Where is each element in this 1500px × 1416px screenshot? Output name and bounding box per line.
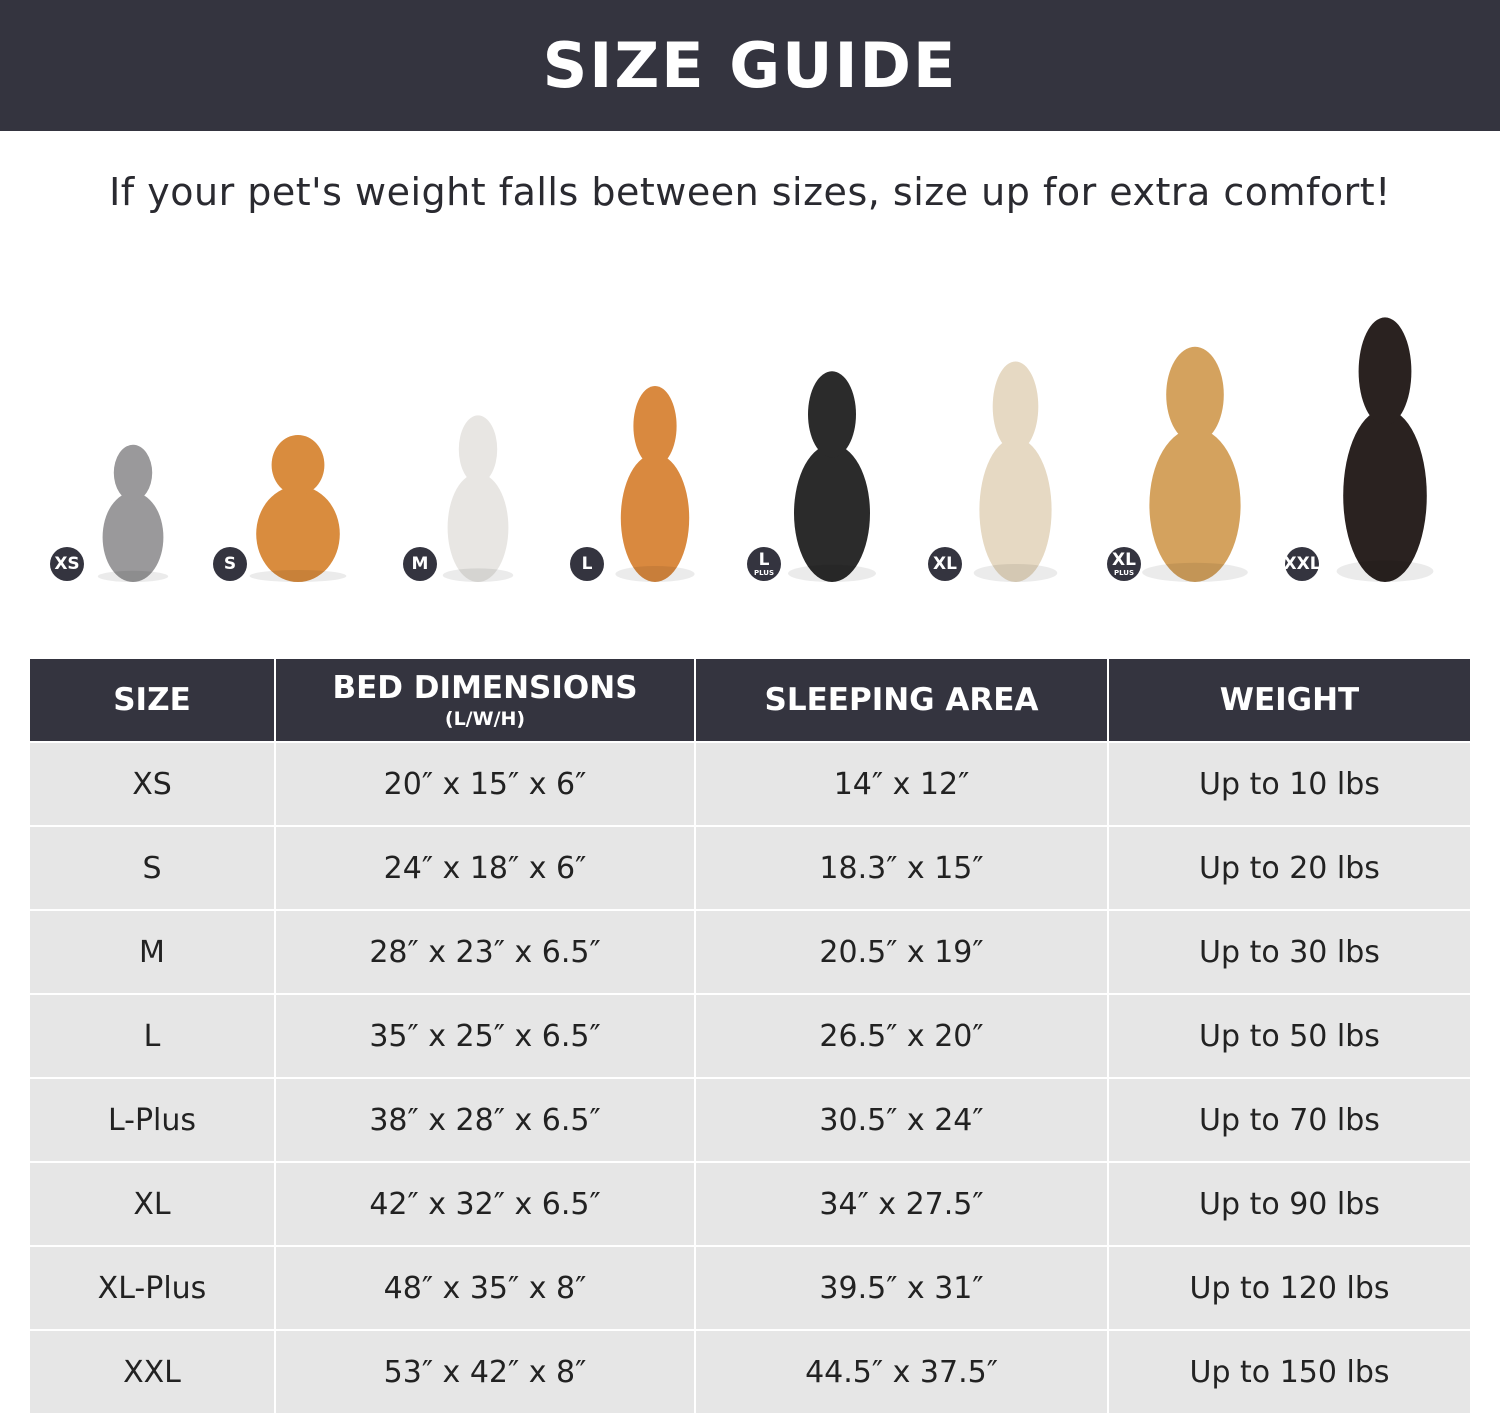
table-cell: XL xyxy=(30,1161,276,1246)
size-badge: XL xyxy=(928,547,962,581)
table-cell: 24″ x 18″ x 6″ xyxy=(275,825,696,910)
table-cell: 30.5″ x 24″ xyxy=(695,1077,1109,1162)
size-badge-label: XS xyxy=(54,553,80,574)
table-cell: Up to 10 lbs xyxy=(1108,741,1470,826)
table-cell: XL-Plus xyxy=(30,1245,276,1330)
size-badge-label: XL xyxy=(933,553,957,574)
table-cell: 53″ x 42″ x 8″ xyxy=(275,1329,696,1413)
table-cell: 20″ x 15″ x 6″ xyxy=(275,741,696,826)
title-banner: SIZE GUIDE xyxy=(0,0,1500,131)
table-cell: Up to 20 lbs xyxy=(1108,825,1470,910)
pet-image-french-bulldog xyxy=(438,412,518,582)
size-badge: L PLUS xyxy=(747,547,781,581)
size-badge: XXL xyxy=(1283,547,1321,581)
table-cell: M xyxy=(30,909,276,994)
page-title: SIZE GUIDE xyxy=(542,29,958,102)
table-cell: XS xyxy=(30,741,276,826)
table-row: S 24″ x 18″ x 6″ 18.3″ x 15″ Up to 20 lbs xyxy=(30,825,1470,910)
pet-image-doberman xyxy=(1330,312,1440,582)
column-header: BED DIMENSIONS (L/W/H) xyxy=(275,659,696,742)
table-cell: S xyxy=(30,825,276,910)
column-header-label: SLEEPING AREA xyxy=(764,682,1039,718)
size-badge-label: L xyxy=(581,553,593,574)
size-badge-sub: PLUS xyxy=(753,568,775,577)
table-cell: 48″ x 35″ x 8″ xyxy=(275,1245,696,1330)
table-cell: 42″ x 32″ x 6.5″ xyxy=(275,1161,696,1246)
size-badge-label: S xyxy=(223,553,237,574)
size-badge: M xyxy=(403,547,437,581)
pet-image-golden-retriever xyxy=(1135,342,1255,582)
table-row: XL 42″ x 32″ x 6.5″ 34″ x 27.5″ Up to 90 lb… xyxy=(30,1161,1470,1246)
table-cell: Up to 90 lbs xyxy=(1108,1161,1470,1246)
table-row: M 28″ x 23″ x 6.5″ 20.5″ x 19″ Up to 30 lbs xyxy=(30,909,1470,994)
column-header: SIZE xyxy=(30,659,276,742)
column-header-label: BED DIMENSIONS xyxy=(332,670,638,706)
table-cell: 18.3″ x 15″ xyxy=(695,825,1109,910)
table-cell: Up to 50 lbs xyxy=(1108,993,1470,1078)
size-badge-label: L xyxy=(758,549,770,570)
size-badge: XL PLUS xyxy=(1107,547,1141,581)
size-table: SIZE BED DIMENSIONS (L/W/H) SLEEPING AREA WE… xyxy=(30,659,1470,1413)
table-cell: 26.5″ x 20″ xyxy=(695,993,1109,1078)
column-header: WEIGHT xyxy=(1108,659,1470,742)
table-cell: Up to 70 lbs xyxy=(1108,1077,1470,1162)
pet-image-shiba-inu xyxy=(610,382,700,582)
size-badge: S xyxy=(213,547,247,581)
table-cell: 38″ x 28″ x 6.5″ xyxy=(275,1077,696,1162)
pet-image-border-collie xyxy=(782,367,882,582)
size-badge-label: M xyxy=(411,553,429,574)
table-cell: 28″ x 23″ x 6.5″ xyxy=(275,909,696,994)
table-cell: Up to 30 lbs xyxy=(1108,909,1470,994)
table-cell: 39.5″ x 31″ xyxy=(695,1245,1109,1330)
table-cell: Up to 120 lbs xyxy=(1108,1245,1470,1330)
table-cell: 44.5″ x 37.5″ xyxy=(695,1329,1109,1413)
table-row: L-Plus 38″ x 28″ x 6.5″ 30.5″ x 24″ Up to 7… xyxy=(30,1077,1470,1162)
column-header-label: SIZE xyxy=(113,682,191,718)
table-row: L 35″ x 25″ x 6.5″ 26.5″ x 20″ Up to 50 lbs xyxy=(30,993,1470,1078)
table-cell: L-Plus xyxy=(30,1077,276,1162)
pet-image-gray-cat xyxy=(93,442,173,582)
table-row: XXL 53″ x 42″ x 8″ 44.5″ x 37.5″ Up to 150 … xyxy=(30,1329,1470,1413)
table-row: XL-Plus 48″ x 35″ x 8″ 39.5″ x 31″ Up to 12… xyxy=(30,1245,1470,1330)
column-header-label: WEIGHT xyxy=(1219,682,1360,718)
subtitle: If your pet's weight falls between sizes… xyxy=(109,170,1391,214)
size-badge-sub: PLUS xyxy=(1113,568,1135,577)
table-cell: Up to 150 lbs xyxy=(1108,1329,1470,1413)
table-cell: XXL xyxy=(30,1329,276,1413)
pet-image-labrador xyxy=(968,357,1063,582)
size-badge: L xyxy=(570,547,604,581)
size-badge-label: XL xyxy=(1112,549,1136,570)
table-cell: 35″ x 25″ x 6.5″ xyxy=(275,993,696,1078)
size-badge: XS xyxy=(50,547,84,581)
column-header-sub: (L/W/H) xyxy=(444,708,526,730)
size-badge-label: XXL xyxy=(1283,553,1321,574)
pet-image-pomeranian xyxy=(243,432,353,582)
table-row: XS 20″ x 15″ x 6″ 14″ x 12″ Up to 10 lbs xyxy=(30,741,1470,826)
table-cell: 34″ x 27.5″ xyxy=(695,1161,1109,1246)
table-cell: 14″ x 12″ xyxy=(695,741,1109,826)
column-header: SLEEPING AREA xyxy=(695,659,1109,742)
table-cell: L xyxy=(30,993,276,1078)
table-cell: 20.5″ x 19″ xyxy=(695,909,1109,994)
